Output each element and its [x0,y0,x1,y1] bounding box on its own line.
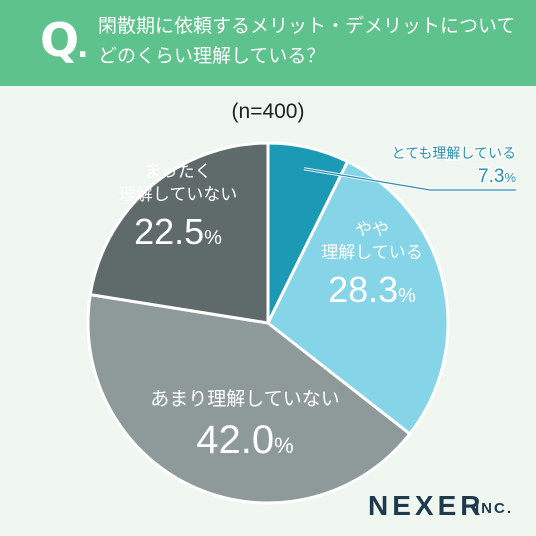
brand-logo-text: NEXER [368,490,485,521]
slice-label-2-line2: 理解している [321,243,423,263]
sample-size: (n=400) [231,100,305,123]
slice-value-1: 7.3% [478,166,516,187]
question-banner: Q . 閑散期に依頼するメリット・デメリットについて どのくらい理解している？ [0,0,536,86]
slice-value-4: 22.5% [134,211,222,252]
question-dot: . [77,30,89,65]
slice-label-3: あまり理解していない [150,388,339,410]
pie-slice-4 [88,141,270,325]
question-text-line1: 閑散期に依頼するメリット・デメリットについて [98,15,516,37]
slice-label-4-line1: まったく [144,162,211,182]
slice-value-3: 42.0% [196,418,293,462]
slice-label-2-line1: やや [355,220,389,240]
slice-label-1: とても理解している [392,146,516,162]
pie-slice-3 [86,292,412,505]
question-q-mark: Q [40,13,80,67]
callout-leader-line [303,168,516,191]
slice-label-4-line2: 理解していない [119,185,238,205]
question-text-line2: どのくらい理解している？ [98,45,326,67]
brand-logo-suffix: INC. [475,500,513,517]
slice-value-2: 28.3% [328,269,416,310]
